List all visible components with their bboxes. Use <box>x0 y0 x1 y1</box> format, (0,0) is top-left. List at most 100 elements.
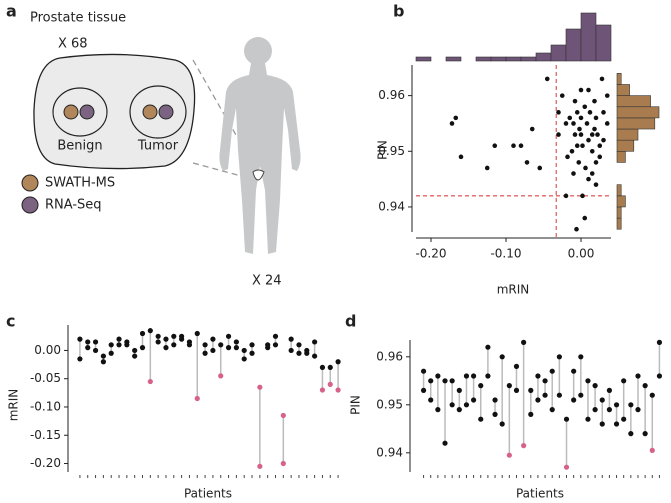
histogram-bar <box>616 217 622 230</box>
point <box>210 336 216 342</box>
legend-marker <box>21 174 39 192</box>
point <box>578 392 584 398</box>
point <box>595 132 600 137</box>
point <box>171 342 177 348</box>
point <box>163 336 169 342</box>
point <box>511 143 516 149</box>
point <box>233 339 239 345</box>
point <box>582 104 588 110</box>
point <box>485 344 491 350</box>
point <box>556 132 561 137</box>
point <box>589 148 595 154</box>
point <box>428 397 434 403</box>
point <box>241 347 247 354</box>
point <box>335 359 341 365</box>
point <box>574 226 579 232</box>
point <box>601 137 606 143</box>
y-axis-label: mRIN <box>7 389 21 422</box>
tissue-count: X 68 <box>58 37 88 52</box>
point <box>580 143 585 149</box>
point <box>635 373 641 379</box>
y-tick-label: 0.96 <box>376 349 403 363</box>
point <box>599 397 605 403</box>
point <box>549 407 555 413</box>
point <box>233 345 239 351</box>
point <box>656 373 663 379</box>
histogram-bar <box>475 56 492 62</box>
point <box>471 397 477 403</box>
point <box>586 87 591 93</box>
point <box>556 392 562 398</box>
point <box>563 416 570 422</box>
point <box>92 339 99 345</box>
point <box>606 387 612 393</box>
y-tick-label: -0.20 <box>30 456 61 470</box>
point <box>649 447 655 453</box>
point <box>513 387 520 393</box>
swath-sample <box>142 104 158 120</box>
point <box>572 132 578 137</box>
point <box>537 165 543 171</box>
point <box>202 350 208 356</box>
point <box>635 407 641 413</box>
point <box>85 345 91 351</box>
point <box>296 350 302 356</box>
human-body <box>219 63 301 254</box>
point <box>597 143 603 149</box>
point <box>529 126 535 132</box>
point <box>304 350 310 356</box>
point <box>556 354 562 360</box>
point <box>535 373 541 379</box>
point <box>485 373 491 379</box>
point <box>194 395 200 402</box>
point <box>571 397 577 403</box>
point <box>265 345 271 351</box>
point <box>241 356 247 362</box>
point <box>499 421 505 427</box>
point <box>597 154 603 160</box>
histogram-bar <box>616 128 639 141</box>
point <box>518 143 524 149</box>
point <box>576 160 582 165</box>
point <box>456 387 462 393</box>
point <box>249 350 255 356</box>
histogram-bar <box>616 195 626 208</box>
point <box>578 132 584 137</box>
histogram-bar <box>565 28 582 62</box>
point <box>521 443 527 449</box>
point <box>577 126 582 132</box>
point <box>589 132 595 137</box>
histogram-bar <box>616 106 660 119</box>
point <box>163 345 169 351</box>
region-label: Benign <box>57 139 102 154</box>
point <box>435 407 441 413</box>
point <box>186 342 193 348</box>
point <box>585 378 591 384</box>
point <box>147 328 153 334</box>
panel-label: c <box>6 312 15 331</box>
swath-sample <box>63 104 79 120</box>
point <box>578 87 584 93</box>
point <box>319 387 326 393</box>
legend-marker <box>21 196 39 214</box>
point <box>578 115 584 121</box>
point <box>312 339 318 345</box>
point <box>327 381 333 387</box>
point <box>179 336 185 342</box>
histogram-bar <box>616 206 622 219</box>
point <box>272 333 279 339</box>
point <box>139 330 146 337</box>
point <box>77 356 83 362</box>
point <box>147 378 153 385</box>
point <box>656 339 663 345</box>
histogram-bar <box>505 56 522 62</box>
point <box>563 464 570 470</box>
point <box>587 110 593 115</box>
x-axis-label: Patients <box>184 487 232 501</box>
point <box>613 421 620 427</box>
point <box>572 98 578 104</box>
point <box>484 165 490 171</box>
point <box>513 363 520 369</box>
histogram-bar <box>616 150 626 163</box>
point <box>499 354 505 360</box>
